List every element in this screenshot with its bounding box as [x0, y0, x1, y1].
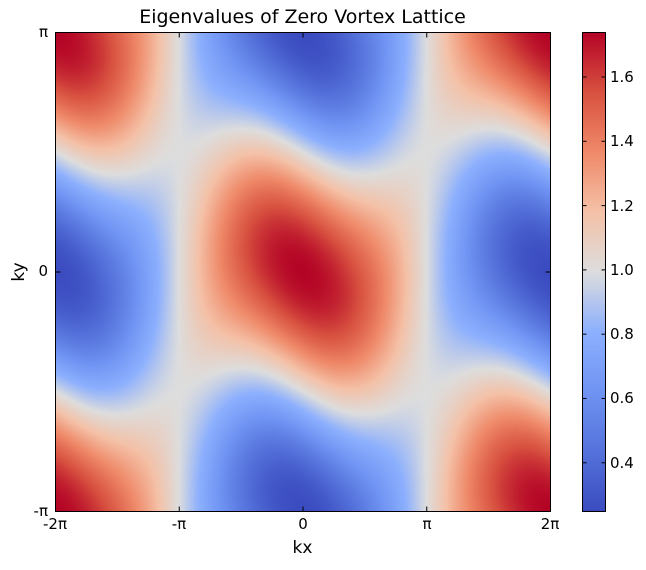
- y-tick-label: 0: [38, 262, 48, 280]
- y-tick-label: -π: [33, 502, 48, 520]
- x-tick-label: 2π: [540, 515, 560, 533]
- x-tick-label: π: [422, 515, 432, 533]
- colorbar: [582, 32, 605, 511]
- colorbar-tick-label: 0.4: [610, 453, 634, 472]
- colorbar-tick-label: 1.2: [610, 196, 634, 215]
- colorbar-tick-label: 1.6: [610, 68, 634, 86]
- chart-title: Eigenvalues of Zero Vortex Lattice: [139, 6, 466, 28]
- colorbar-tick-label: 1.0: [610, 260, 634, 279]
- colorbar-tick-label: 1.4: [610, 132, 634, 151]
- x-tick-label: -π: [171, 515, 187, 533]
- y-axis-label: ky: [9, 262, 29, 282]
- colorbar-tick-label: 0.8: [610, 325, 634, 344]
- x-axis-label: kx: [292, 538, 313, 558]
- colorbar-tick-label: 0.6: [610, 389, 634, 408]
- y-tick-label: π: [38, 23, 48, 41]
- x-tick-label: -2π: [43, 515, 67, 533]
- x-tick-label: 0: [298, 515, 308, 533]
- heatmap-plot-area: [55, 32, 550, 511]
